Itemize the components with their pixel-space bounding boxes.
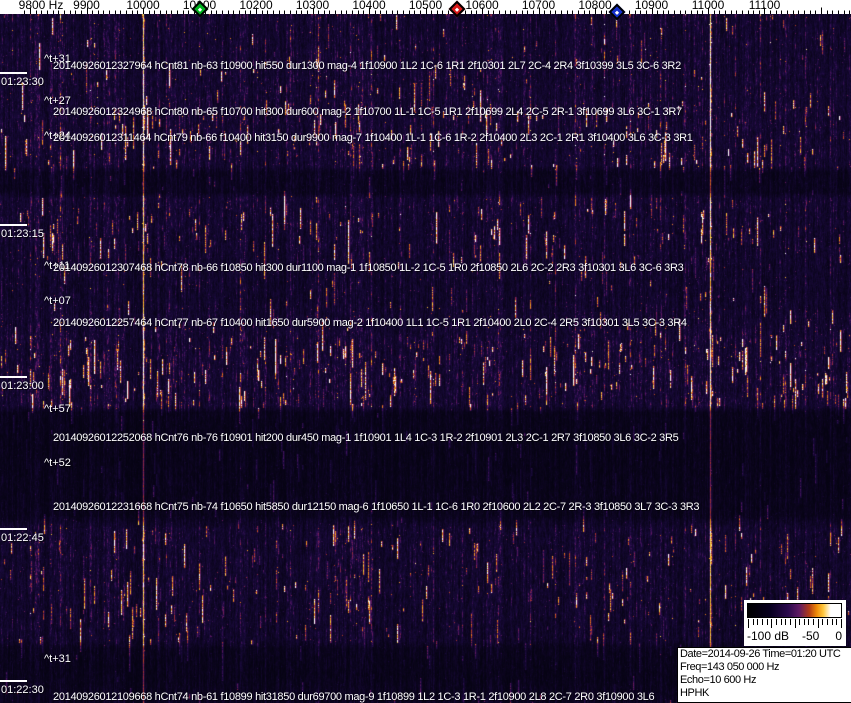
freq-axis-label: 10900 [634,0,669,12]
time-axis-tick [0,224,27,226]
freq-axis-label: 10800 [578,0,612,12]
db-color-scale-legend: -100 dB -50 0 [744,600,846,646]
frequency-axis-bar: 9800 Hz990010000101001020010300104001050… [0,0,851,14]
db-label-mid: -50 [802,629,820,643]
echo-data-line: 20140926012252068 hCnt76 nb-76 f10901 hi… [53,432,679,444]
echo-time-marker: ^t+31 [44,653,71,665]
freq-axis-label: 11100 [748,0,781,12]
diamond-center-dot [455,6,460,12]
freq-axis-label: 9800 Hz [18,0,64,12]
time-axis-label: 01:23:00 [1,380,44,392]
freq-axis-label: 10000 [126,0,160,12]
info-echo: Echo=10 600 Hz [680,674,757,686]
time-axis-tick [0,680,27,682]
freq-axis-label: 10300 [295,0,330,12]
observation-info-box: Date=2014-09-26 Time=01:20 UTC Freq=143 … [677,647,851,703]
echo-time-marker: ^t+11 [44,260,71,272]
echo-data-line: 20140926012311464 hCnt79 nb-66 f10400 hi… [53,132,693,144]
info-frequency: Freq=143 050 000 Hz [680,661,780,673]
echo-time-marker: ^t+07 [44,295,71,307]
echo-data-line: 20140926012109668 hCnt74 nb-61 f10899 hi… [53,691,655,703]
freq-axis-label: 10700 [521,0,556,12]
info-station: HPHK [680,687,709,699]
time-axis-tick [0,72,27,74]
freq-axis-label: 10200 [239,0,273,12]
echo-data-line: 20140926012324968 hCnt80 nb-65 f10700 hi… [53,106,682,118]
echo-time-marker: ^t+27 [44,95,71,107]
freq-axis-label: 10500 [408,0,443,12]
db-label-max: 0 [835,629,842,643]
time-axis-label: 01:23:30 [1,76,44,88]
time-axis-label: 01:22:45 [1,532,44,544]
echo-data-line: 20140926012327964 hCnt81 nb-63 f10900 hi… [53,60,681,72]
db-label-min: -100 dB [747,629,790,643]
diamond-center-dot [614,9,620,15]
db-tick-ruler [748,619,842,628]
time-axis-tick [0,528,27,530]
echo-time-marker: ^t+52 [44,457,71,469]
time-axis-label: 01:23:15 [1,228,44,240]
time-axis-label: 01:22:30 [1,684,44,696]
diamond-center-dot [197,6,202,12]
color-gradient-bar [747,603,842,618]
echo-time-marker: ^t+24 [44,130,71,142]
time-axis-tick [0,376,27,378]
freq-axis-label: 10600 [465,0,499,12]
echo-data-line: 20140926012307468 hCnt78 nb-66 f10850 hi… [53,262,684,274]
freq-axis-label: 10400 [352,0,386,12]
freq-axis-label: 9900 [73,0,100,12]
echo-data-line: 20140926012257464 hCnt77 nb-67 f10400 hi… [53,317,687,329]
echo-data-line: 20140926012231668 hCnt75 nb-74 f10650 hi… [53,501,700,513]
frequency-tick-ruler [24,7,850,14]
echo-time-marker: ^t+57 [44,403,71,415]
info-date-time: Date=2014-09-26 Time=01:20 UTC [680,648,841,660]
freq-axis-label: 11000 [691,0,725,12]
echo-time-marker: ^t+31 [44,53,71,65]
